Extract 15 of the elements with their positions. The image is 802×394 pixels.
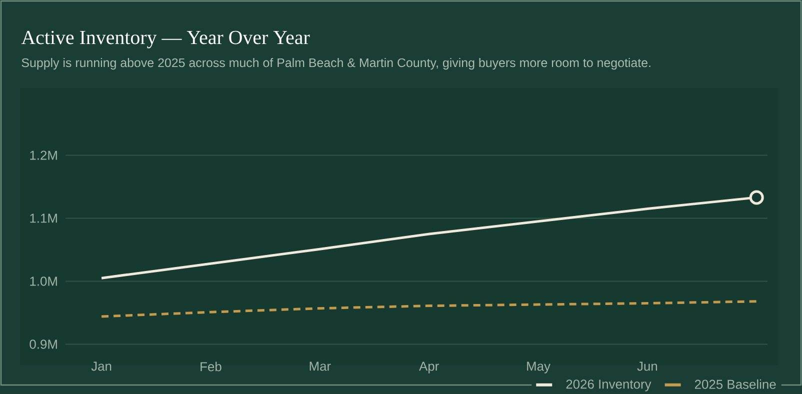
chart-title: Active Inventory — Year Over Year [21,30,310,48]
y-tick-label: 0.9M [30,340,57,349]
x-tick-label: May [527,362,550,374]
chart-subtitle: Supply is running above 2025 across much of Palm Beach & Martin County, giving buyers more room to negotiate. [22,58,650,70]
x-tick-label: Mar [310,362,331,371]
legend-label: 2025 Baseline [694,379,776,389]
y-tick-label: 1.2M [30,150,57,160]
y-tick-label: 1.0M [30,276,57,286]
x-tick-label: Jun [637,362,658,371]
x-tick-label: Feb [200,362,222,372]
y-tick-label: 1.1M [30,214,57,223]
x-tick-label: Jan [91,362,112,371]
legend-label: 2026 Inventory [566,380,652,392]
x-tick-label: Apr [419,362,439,374]
line-series [100,300,758,318]
